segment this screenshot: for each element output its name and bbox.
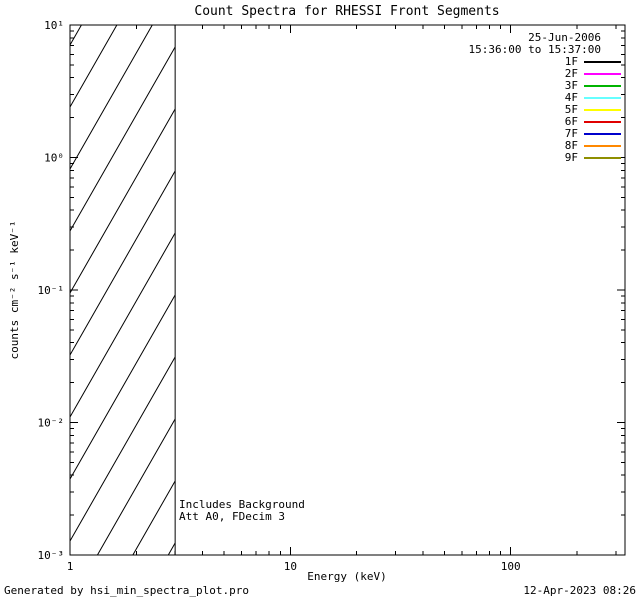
legend-time-range: 15:36:00 to 15:37:00 bbox=[469, 43, 601, 56]
axes: 1 10 100 10⁻³ 10⁻² 10⁻¹ 10⁰ 10¹ bbox=[38, 19, 626, 573]
y-tick-label: 10⁻¹ bbox=[38, 284, 65, 297]
legend-item-label: 2F bbox=[565, 67, 578, 80]
plot-frame bbox=[69, 24, 626, 556]
legend-item-label: 3F bbox=[565, 79, 578, 92]
footer-timestamp: 12-Apr-2023 08:26 bbox=[523, 584, 636, 597]
footer-generator: Generated by hsi_min_spectra_plot.pro bbox=[4, 584, 249, 597]
background-note: Includes Background bbox=[179, 498, 305, 511]
y-tick-label: 10⁻³ bbox=[38, 549, 65, 562]
legend-item-label: 7F bbox=[565, 127, 578, 140]
legend-date: 25-Jun-2006 bbox=[528, 31, 601, 44]
hatched-region bbox=[70, 25, 176, 555]
y-axis-label: counts cm⁻² s⁻¹ keV⁻¹ bbox=[8, 220, 21, 359]
legend-item-label: 4F bbox=[565, 91, 578, 104]
chart-title: Count Spectra for RHESSI Front Segments bbox=[194, 4, 499, 19]
x-tick-label: 1 bbox=[67, 560, 74, 573]
legend-item-label: 5F bbox=[565, 103, 578, 116]
attenuator-note: Att A0, FDecim 3 bbox=[179, 510, 285, 523]
hatch-lines bbox=[70, 25, 176, 555]
x-tick-label: 10 bbox=[284, 560, 297, 573]
y-tick-label: 10⁰ bbox=[44, 152, 64, 165]
y-tick-label: 10⁻² bbox=[38, 417, 65, 430]
y-tick-label: 10¹ bbox=[44, 19, 64, 32]
legend-item-label: 1F bbox=[565, 55, 578, 68]
legend-item-label: 8F bbox=[565, 139, 578, 152]
x-tick-label: 100 bbox=[501, 560, 521, 573]
x-axis-label: Energy (keV) bbox=[307, 570, 386, 583]
legend-item-label: 9F bbox=[565, 151, 578, 164]
legend-item-label: 6F bbox=[565, 115, 578, 128]
